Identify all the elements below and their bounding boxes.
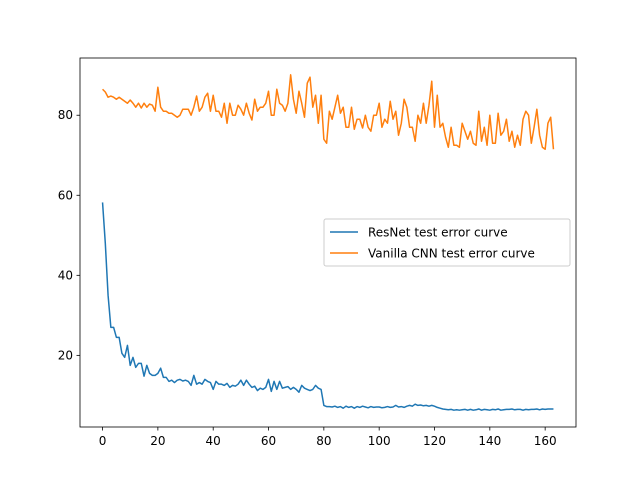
x-tick-label: 60 xyxy=(261,434,276,448)
series-line xyxy=(102,74,555,150)
x-tick-label: 20 xyxy=(150,434,165,448)
plot-frame xyxy=(79,57,577,428)
y-tick-label: 40 xyxy=(58,268,73,282)
x-tick-label: 40 xyxy=(206,434,221,448)
y-tick-label: 60 xyxy=(58,188,73,202)
x-tick-label: 120 xyxy=(423,434,446,448)
legend-label: ResNet test error curve xyxy=(368,226,508,240)
x-tick-label: 80 xyxy=(316,434,331,448)
y-tick-label: 20 xyxy=(58,348,73,362)
x-tick-label: 0 xyxy=(99,434,107,448)
x-tick-label: 100 xyxy=(368,434,391,448)
x-tick-label: 140 xyxy=(478,434,501,448)
y-tick-label: 80 xyxy=(58,108,73,122)
x-tick-label: 160 xyxy=(534,434,557,448)
legend-label: Vanilla CNN test error curve xyxy=(368,247,535,261)
legend-box xyxy=(323,218,571,267)
series-line xyxy=(101,202,554,411)
